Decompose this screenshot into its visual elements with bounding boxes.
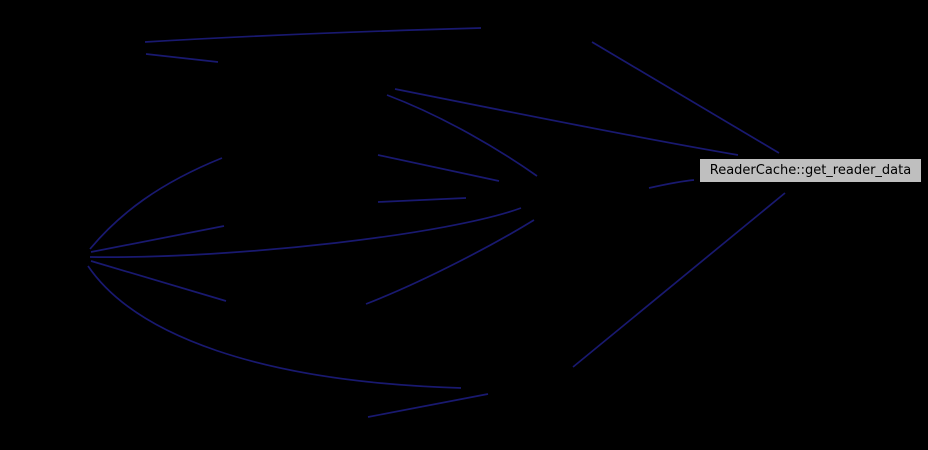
edge-3 [591, 41, 780, 154]
edge-16 [572, 192, 786, 368]
edge-4 [394, 88, 739, 156]
edge-7 [377, 197, 467, 203]
edge-15 [648, 179, 695, 189]
edge-9 [90, 225, 225, 253]
edge-10 [89, 207, 522, 258]
edge-14 [367, 393, 489, 418]
edge-6 [377, 154, 500, 182]
edge-group [87, 27, 786, 418]
edge-13 [365, 219, 535, 305]
node-reader-cache-get-reader-data[interactable]: ReaderCache::get_reader_data [700, 159, 921, 182]
edge-2 [145, 53, 219, 63]
edge-11 [90, 260, 227, 302]
edge-1 [144, 27, 482, 43]
edge-12 [87, 265, 462, 389]
edge-5 [386, 94, 538, 177]
edge-8 [89, 157, 223, 250]
